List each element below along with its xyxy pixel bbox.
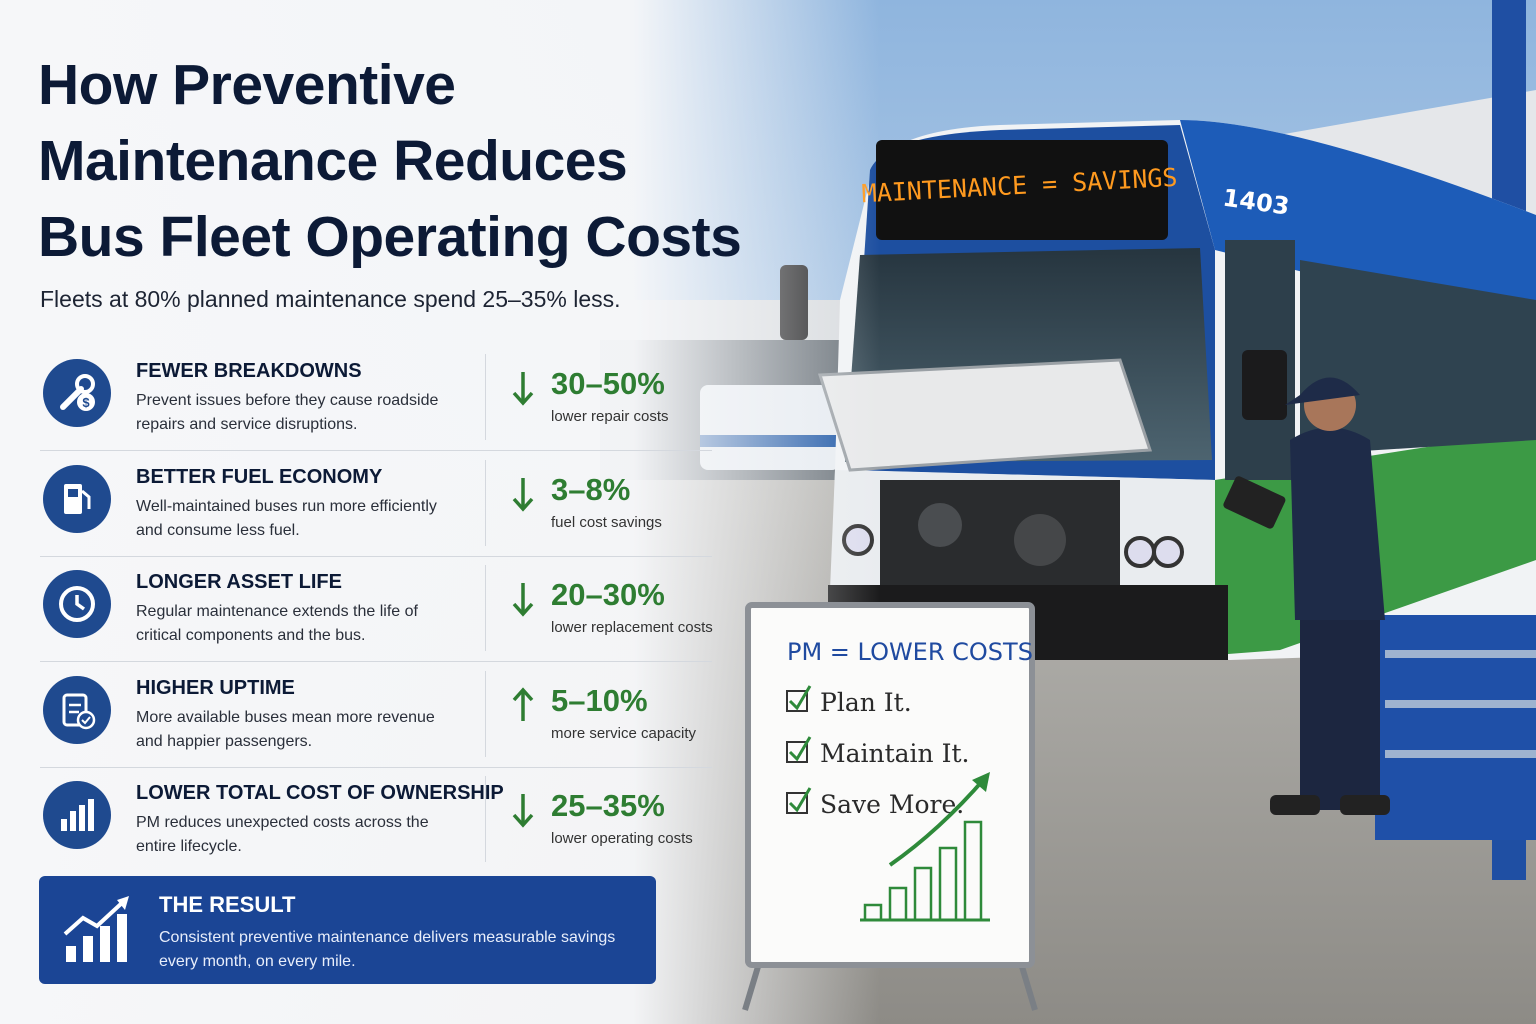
row-text: PM reduces unexpected costs across the e… <box>136 814 429 855</box>
row-icon <box>43 464 111 533</box>
row-text: Regular maintenance extends the life of … <box>136 603 418 644</box>
engine-bay <box>880 480 1120 590</box>
stat-value: 20–30% <box>551 577 665 612</box>
checklist-text: Maintain It. <box>820 739 969 768</box>
board-bar <box>938 846 958 922</box>
row-title: LOWER TOTAL COST OF OWNERSHIP <box>136 782 504 804</box>
title-line: How Preventive <box>38 53 456 117</box>
stat-value: 25–35% <box>551 788 665 823</box>
stat-label: lower replacement costs <box>551 619 713 636</box>
easel-leg <box>742 959 763 1011</box>
stat-value: 3–8% <box>551 471 631 507</box>
row-title: LONGER ASSET LIFE <box>136 571 342 593</box>
stat-label: more service capacity <box>551 724 697 742</box>
boot <box>1340 795 1390 815</box>
result-text: Consistent preventive maintenance delive… <box>159 929 616 970</box>
checklist-item: Plan It. <box>786 685 912 717</box>
board-arrowhead <box>972 772 990 792</box>
mechanic-torso <box>1290 427 1385 620</box>
row-icon <box>43 570 111 638</box>
whiteboard <box>745 602 1035 968</box>
engine-part <box>918 503 962 547</box>
row-icon <box>43 675 111 744</box>
headlight <box>1152 536 1184 568</box>
trend-arrow <box>512 583 534 617</box>
drawer <box>1385 650 1536 658</box>
drawer <box>1385 750 1536 758</box>
left-fade <box>0 0 880 1024</box>
row-separator <box>40 450 712 451</box>
row-divider <box>485 354 486 440</box>
title-line: Bus Fleet Operating Costs <box>38 205 742 269</box>
row-title: BETTER FUEL ECONOMY <box>136 465 383 488</box>
headlight <box>1124 536 1156 568</box>
drawer <box>1385 700 1536 708</box>
row-divider <box>485 670 486 757</box>
row-icon <box>43 781 111 849</box>
title-line: Maintenance Reduces <box>38 129 628 193</box>
easel-leg <box>1017 959 1038 1011</box>
board-trend <box>888 776 987 867</box>
stat-label: fuel cost savings <box>551 513 662 531</box>
board-bar <box>913 866 933 922</box>
stat-label: lower operating costs <box>551 830 693 847</box>
row-icon: $ <box>43 359 111 427</box>
trend-arrow <box>512 477 534 512</box>
row-title: FEWER BREAKDOWNS <box>136 360 362 382</box>
checklist-text: Plan It. <box>820 688 912 717</box>
side-windows <box>1300 260 1536 455</box>
row-text: Well-maintained buses run more efficient… <box>136 497 437 539</box>
row-text: More available buses mean more revenue a… <box>136 708 435 750</box>
row-separator <box>40 555 712 557</box>
result-icon <box>63 896 129 962</box>
row-divider <box>485 565 486 651</box>
board-bar <box>888 886 908 922</box>
mirror <box>1242 350 1287 420</box>
result-box: THE RESULT Consistent preventive mainten… <box>39 876 656 984</box>
mechanic-cap <box>1285 377 1360 405</box>
svg-text:$: $ <box>82 395 90 410</box>
row-divider <box>485 776 486 862</box>
trend-arrow <box>512 686 534 721</box>
subtitle: Fleets at 80% planned maintenance spend … <box>40 286 621 312</box>
row-separator <box>40 661 712 662</box>
result-title: THE RESULT <box>159 892 296 917</box>
whiteboard-heading: PM = LOWER COSTS <box>787 638 1033 666</box>
boot <box>1270 795 1320 815</box>
trend-arrow <box>512 372 534 406</box>
board-bar <box>863 903 883 922</box>
bus-blue-top <box>1180 120 1536 330</box>
checklist-item: Save More. <box>786 787 964 819</box>
stat-value: 5–10% <box>551 682 648 718</box>
checklist-text: Save More. <box>820 790 964 819</box>
checklist-item: Maintain It. <box>786 736 969 768</box>
stat-label: lower repair costs <box>551 408 669 425</box>
sign-box <box>876 140 1168 240</box>
trend-arrow <box>512 794 534 828</box>
board-bar <box>963 820 983 922</box>
row-divider <box>485 459 486 546</box>
row-title: HIGHER UPTIME <box>136 676 295 699</box>
stat-value: 30–50% <box>551 366 665 401</box>
tool-cart <box>1375 615 1536 840</box>
mechanic-legs <box>1300 600 1380 810</box>
row-separator <box>40 766 712 768</box>
row-text: Prevent issues before they cause roadsid… <box>136 392 439 433</box>
tablet <box>1223 476 1286 529</box>
engine-part <box>1014 514 1066 566</box>
